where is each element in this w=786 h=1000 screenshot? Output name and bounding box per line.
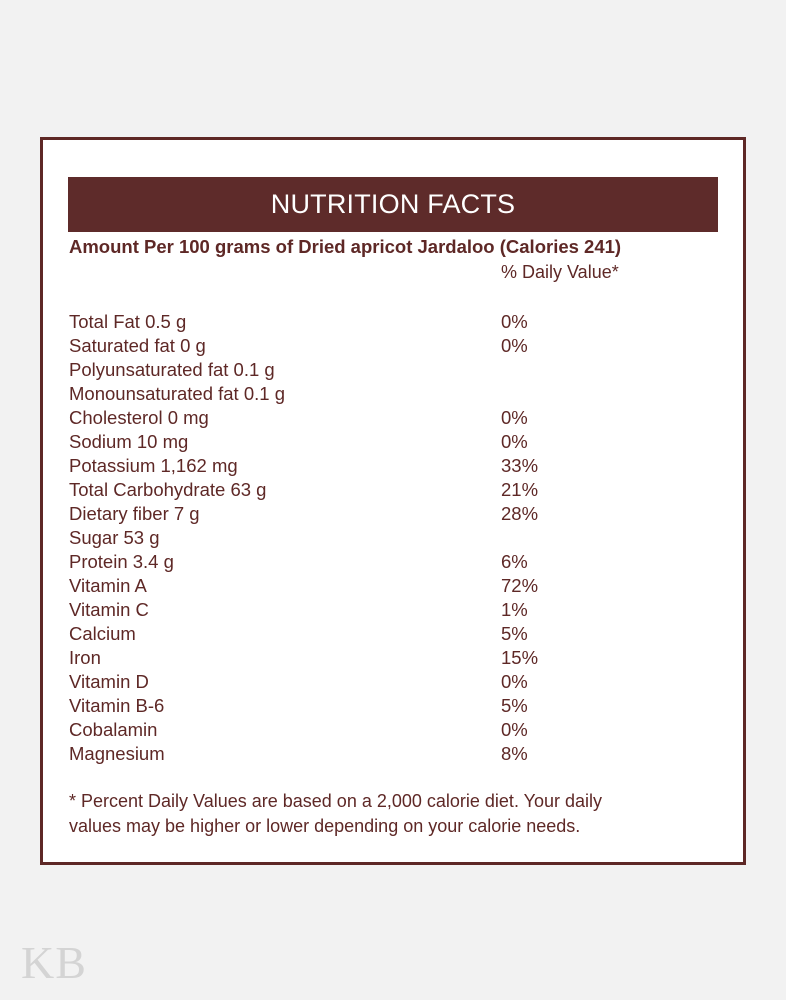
nutrient-daily-value: 5% (501, 695, 528, 716)
kb-watermark-logo: KB (21, 937, 87, 988)
nutrient-row: Calcium 5% (69, 622, 669, 646)
nutrient-row: Potassium 1,162 mg 33% (69, 454, 669, 478)
nutrition-header-bar: NUTRITION FACTS (68, 177, 718, 232)
nutrient-daily-value: 0% (501, 719, 528, 740)
nutrient-name: Vitamin B-6 (69, 695, 165, 716)
nutrient-name: Saturated fat 0 g (69, 335, 206, 356)
nutrient-daily-value: 0% (501, 335, 528, 356)
footnote-line-1: * Percent Daily Values are based on a 2,… (69, 791, 603, 811)
nutrient-row: Vitamin D 0% (69, 670, 669, 694)
nutrient-daily-value: 6% (501, 551, 528, 572)
nutrient-row: Protein 3.4 g 6% (69, 550, 669, 574)
nutrient-daily-value: 0% (501, 407, 528, 428)
daily-value-header: % Daily Value* (501, 262, 619, 282)
nutrient-daily-value: 0% (501, 311, 528, 332)
nutrition-title: NUTRITION FACTS (270, 189, 516, 219)
nutrient-row: Sugar 53 g (69, 526, 669, 550)
nutrient-row: Total Fat 0.5 g 0% (69, 310, 669, 334)
nutrient-name: Vitamin A (69, 575, 147, 596)
nutrient-name: Magnesium (69, 743, 165, 764)
nutrient-row: Total Carbohydrate 63 g 21% (69, 478, 669, 502)
nutrient-daily-value: 28% (501, 503, 539, 524)
nutrient-row: Dietary fiber 7 g 28% (69, 502, 669, 526)
nutrient-daily-value: 1% (501, 599, 528, 620)
nutrient-name: Iron (69, 647, 101, 668)
nutrient-daily-value: 15% (501, 647, 539, 668)
nutrient-row: Iron 15% (69, 646, 669, 670)
nutrient-row: Saturated fat 0 g 0% (69, 334, 669, 358)
nutrient-row: Cholesterol 0 mg 0% (69, 406, 669, 430)
nutrient-name: Vitamin D (69, 671, 149, 692)
nutrient-name: Sugar 53 g (69, 527, 160, 548)
nutrient-name: Monounsaturated fat 0.1 g (69, 383, 285, 404)
nutrient-daily-value: 21% (501, 479, 539, 500)
nutrient-name: Cholesterol 0 mg (69, 407, 209, 428)
nutrition-facts-panel: NUTRITION FACTS Amount Per 100 grams of … (40, 137, 746, 865)
nutrient-name: Protein 3.4 g (69, 551, 174, 572)
nutrient-row: Vitamin A 72% (69, 574, 669, 598)
nutrient-row: Monounsaturated fat 0.1 g (69, 382, 669, 406)
nutrient-daily-value: 33% (501, 455, 539, 476)
nutrient-row: Vitamin B-6 5% (69, 694, 669, 718)
daily-value-footnote: * Percent Daily Values are based on a 2,… (69, 789, 709, 839)
nutrient-name: Cobalamin (69, 719, 158, 740)
nutrient-row: Sodium 10 mg 0% (69, 430, 669, 454)
nutrient-list: Total Fat 0.5 g 0% Saturated fat 0 g 0% Poly… (69, 310, 669, 766)
nutrient-name: Dietary fiber 7 g (69, 503, 200, 524)
nutrient-daily-value: 8% (501, 743, 528, 764)
nutrient-name: Sodium 10 mg (69, 431, 189, 452)
nutrient-row: Polyunsaturated fat 0.1 g (69, 358, 669, 382)
nutrient-name: Potassium 1,162 mg (69, 455, 238, 476)
nutrient-name: Calcium (69, 623, 136, 644)
nutrient-name: Total Carbohydrate 63 g (69, 479, 267, 500)
nutrient-row: Vitamin C 1% (69, 598, 669, 622)
nutrient-name: Polyunsaturated fat 0.1 g (69, 359, 275, 380)
footnote-line-2: values may be higher or lower depending … (69, 816, 581, 836)
nutrient-name: Vitamin C (69, 599, 149, 620)
nutrient-daily-value: 0% (501, 431, 528, 452)
serving-amount-line: Amount Per 100 grams of Dried apricot Ja… (69, 236, 622, 257)
nutrient-daily-value: 0% (501, 671, 528, 692)
nutrient-name: Total Fat 0.5 g (69, 311, 187, 332)
nutrient-row: Magnesium 8% (69, 742, 669, 766)
nutrient-daily-value: 5% (501, 623, 528, 644)
nutrient-row: Cobalamin 0% (69, 718, 669, 742)
nutrient-daily-value: 72% (501, 575, 539, 596)
